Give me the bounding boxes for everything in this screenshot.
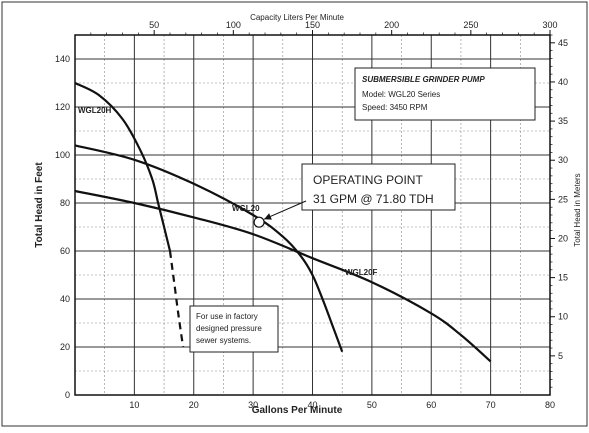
y-tick-label: 140 [55,54,70,64]
series [74,82,492,363]
info-model: Model: WGL20 Series [362,90,440,99]
x-tick-label: 70 [486,400,496,410]
chart-title: SUBMERSIBLE GRINDER PUMP [362,75,485,84]
y2-tick-label: 10 [558,312,568,322]
usage-note-line-1: For use in factory [196,312,258,321]
x-tick-label: 50 [367,400,377,410]
series-curve-wgl20h [168,250,185,348]
y-tick-label: 40 [60,294,70,304]
info-speed: Speed: 3450 RPM [362,103,428,112]
callout-box [301,163,456,211]
usage-note: For use in factory designed pressure sew… [189,305,279,353]
series-label-wgl20f: WGL20F [345,268,378,277]
y-tick-label: 0 [65,390,70,400]
x2-tick-label: 100 [226,20,241,30]
callout-detail: 31 GPM @ 71.80 TDH [313,192,434,206]
callout-arrow [263,200,307,220]
y-tick-label: 120 [55,102,70,112]
y-tick-label: 100 [55,150,70,160]
operating-point-callout: OPERATING POINT 31 GPM @ 71.80 TDH [253,163,456,228]
y2-tick-label: 25 [558,194,568,204]
info-box-frame [354,67,536,121]
callout-title: OPERATING POINT [313,173,423,187]
usage-note-frame [189,305,279,353]
y2-tick-label: 15 [558,273,568,283]
x2-tick-label: 150 [305,20,320,30]
x2-tick-label: 200 [384,20,399,30]
x2-tick-label: 50 [149,20,159,30]
series-curve-wgl20f [74,189,492,363]
ticks: 10 20 30 40 50 60 70 80 0 20 40 60 80 100 120 140 50 100 1… [55,20,568,410]
y2-tick-label: 30 [558,155,568,165]
y2-tick-label: 20 [558,233,568,243]
y2-tick-label: 40 [558,77,568,87]
x-tick-label: 30 [248,400,258,410]
x2-tick-label: 250 [463,20,478,30]
y-tick-label: 20 [60,342,70,352]
x-tick-label: 80 [545,400,555,410]
y2-tick-label: 35 [558,116,568,126]
operating-point-marker [253,216,265,228]
y2-axis-label: Total Head in Meters [573,173,582,246]
series-curve-wgl20 [74,144,344,353]
x-axis-label: Gallons Per Minute [252,405,343,416]
y-axis-label: Total Head in Feet [34,162,45,248]
x2-tick-label: 300 [542,20,557,30]
y-tick-label: 80 [60,198,70,208]
usage-note-line-2: designed pressure [196,324,262,333]
x2-axis-label: Capacity Liters Per Minute [250,13,344,22]
info-box: SUBMERSIBLE GRINDER PUMP Model: WGL20 Se… [354,67,536,121]
y-tick-label: 60 [60,246,70,256]
x-tick-label: 10 [129,400,139,410]
x-tick-label: 40 [307,400,317,410]
x-tick-label: 60 [426,400,436,410]
callout-arrowhead [264,213,272,220]
series-label-wgl20: WGL20 [232,204,260,213]
usage-note-line-3: sewer systems. [196,336,251,345]
y2-tick-label: 5 [558,351,563,361]
x-tick-label: 20 [189,400,199,410]
series-label-wgl20h: WGL20H [78,106,112,115]
y2-tick-label: 45 [558,38,568,48]
